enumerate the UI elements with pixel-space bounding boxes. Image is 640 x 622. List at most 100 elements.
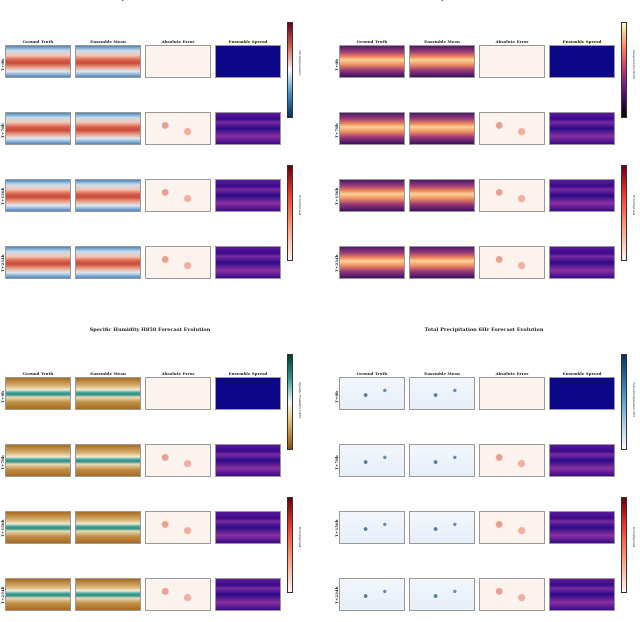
column-title: Ensemble Mean [424, 371, 460, 376]
column-title: Ground Truth [22, 39, 54, 44]
absolute-error-map [145, 179, 211, 212]
ground-truth-map [339, 377, 405, 410]
value-colorbar [621, 354, 627, 450]
error-colorbar [621, 497, 627, 593]
ensemble-spread-map [215, 444, 281, 477]
column-title: Ensemble Mean [424, 39, 460, 44]
ensemble-spread-map [549, 377, 615, 410]
column-title: Ground Truth [356, 371, 388, 376]
ensemble-mean-map [409, 246, 475, 279]
ground-truth-map [339, 578, 405, 611]
column-title: Ensemble Mean [90, 39, 126, 44]
column-title: Ensemble Spread [562, 39, 602, 44]
absolute-error-map [145, 45, 211, 78]
ground-truth-map [5, 511, 71, 544]
ground-truth-map [339, 179, 405, 212]
absolute-error-map [479, 377, 545, 410]
column-title: Ensemble Mean [90, 371, 126, 376]
column-title: Absolute Error [495, 39, 529, 44]
ensemble-spread-map [215, 246, 281, 279]
ensemble-spread-map [215, 179, 281, 212]
ensemble-spread-map [215, 578, 281, 611]
absolute-error-map [145, 444, 211, 477]
absolute-error-map [479, 578, 545, 611]
panel-0: 2m Temperature Forecast Evolution Ground … [0, 0, 320, 300]
ground-truth-map [339, 246, 405, 279]
ensemble-mean-map [409, 578, 475, 611]
panel-1: Geopotential H500 Forecast Evolution Grou… [334, 0, 640, 300]
absolute-error-map [479, 444, 545, 477]
value-colorbar-label: Total Precipitation 6Hr [632, 382, 636, 418]
ground-truth-map [5, 179, 71, 212]
ground-truth-map [339, 444, 405, 477]
error-colorbar-label: Error/Spread [298, 195, 302, 216]
error-colorbar [621, 165, 627, 261]
ground-truth-map [5, 578, 71, 611]
error-colorbar-label: Error/Spread [298, 527, 302, 548]
error-colorbar-label: Error/Spread [632, 527, 636, 548]
ensemble-mean-map [409, 377, 475, 410]
value-colorbar-label: Specific Humidity H850 [298, 382, 302, 419]
error-colorbar-label: Error/Spread [632, 195, 636, 216]
ensemble-spread-map [215, 511, 281, 544]
ground-truth-map [339, 112, 405, 145]
ensemble-spread-map [549, 444, 615, 477]
value-colorbar [621, 22, 627, 118]
absolute-error-map [479, 45, 545, 78]
column-title: Ensemble Spread [228, 39, 268, 44]
ensemble-mean-map [409, 444, 475, 477]
ensemble-mean-map [409, 112, 475, 145]
absolute-error-map [145, 511, 211, 544]
absolute-error-map [479, 112, 545, 145]
error-colorbar [287, 165, 293, 261]
ensemble-spread-map [549, 112, 615, 145]
ensemble-mean-map [75, 578, 141, 611]
ensemble-mean-map [75, 444, 141, 477]
absolute-error-map [145, 112, 211, 145]
panel-title: 2m Temperature Forecast Evolution [0, 0, 300, 2]
ground-truth-map [339, 45, 405, 78]
column-title: Absolute Error [161, 39, 195, 44]
ensemble-mean-map [75, 45, 141, 78]
panel-title: Specific Humidity H850 Forecast Evolutio… [89, 327, 211, 333]
panel-title: Total Precipitation 6Hr Forecast Evoluti… [424, 327, 544, 333]
ensemble-mean-map [409, 179, 475, 212]
column-title: Ground Truth [356, 39, 388, 44]
value-colorbar [287, 22, 293, 118]
panel-2: Specific Humidity H850 Forecast Evolutio… [0, 322, 320, 622]
absolute-error-map [145, 246, 211, 279]
value-colorbar-label: Geopotential H500 [632, 50, 636, 79]
ensemble-mean-map [75, 179, 141, 212]
value-colorbar [287, 354, 293, 450]
absolute-error-map [145, 377, 211, 410]
ensemble-spread-map [215, 377, 281, 410]
ensemble-mean-map [75, 112, 141, 145]
ensemble-mean-map [409, 45, 475, 78]
ground-truth-map [5, 377, 71, 410]
absolute-error-map [145, 578, 211, 611]
ensemble-spread-map [549, 45, 615, 78]
ensemble-spread-map [549, 578, 615, 611]
panel-3: Total Precipitation 6Hr Forecast Evoluti… [334, 322, 640, 622]
ensemble-spread-map [549, 246, 615, 279]
column-title: Absolute Error [495, 371, 529, 376]
ground-truth-map [339, 511, 405, 544]
panel-title: Geopotential H500 Forecast Evolution [334, 0, 634, 2]
ground-truth-map [5, 444, 71, 477]
absolute-error-map [479, 511, 545, 544]
ground-truth-map [5, 246, 71, 279]
ground-truth-map [5, 45, 71, 78]
column-title: Absolute Error [161, 371, 195, 376]
column-title: Ground Truth [22, 371, 54, 376]
ensemble-spread-map [549, 511, 615, 544]
absolute-error-map [479, 179, 545, 212]
error-colorbar [287, 497, 293, 593]
value-colorbar-label: 2m Temperature [298, 50, 302, 76]
column-title: Ensemble Spread [228, 371, 268, 376]
ensemble-mean-map [75, 511, 141, 544]
ensemble-spread-map [215, 45, 281, 78]
ensemble-mean-map [409, 511, 475, 544]
ground-truth-map [5, 112, 71, 145]
absolute-error-map [479, 246, 545, 279]
ensemble-mean-map [75, 377, 141, 410]
